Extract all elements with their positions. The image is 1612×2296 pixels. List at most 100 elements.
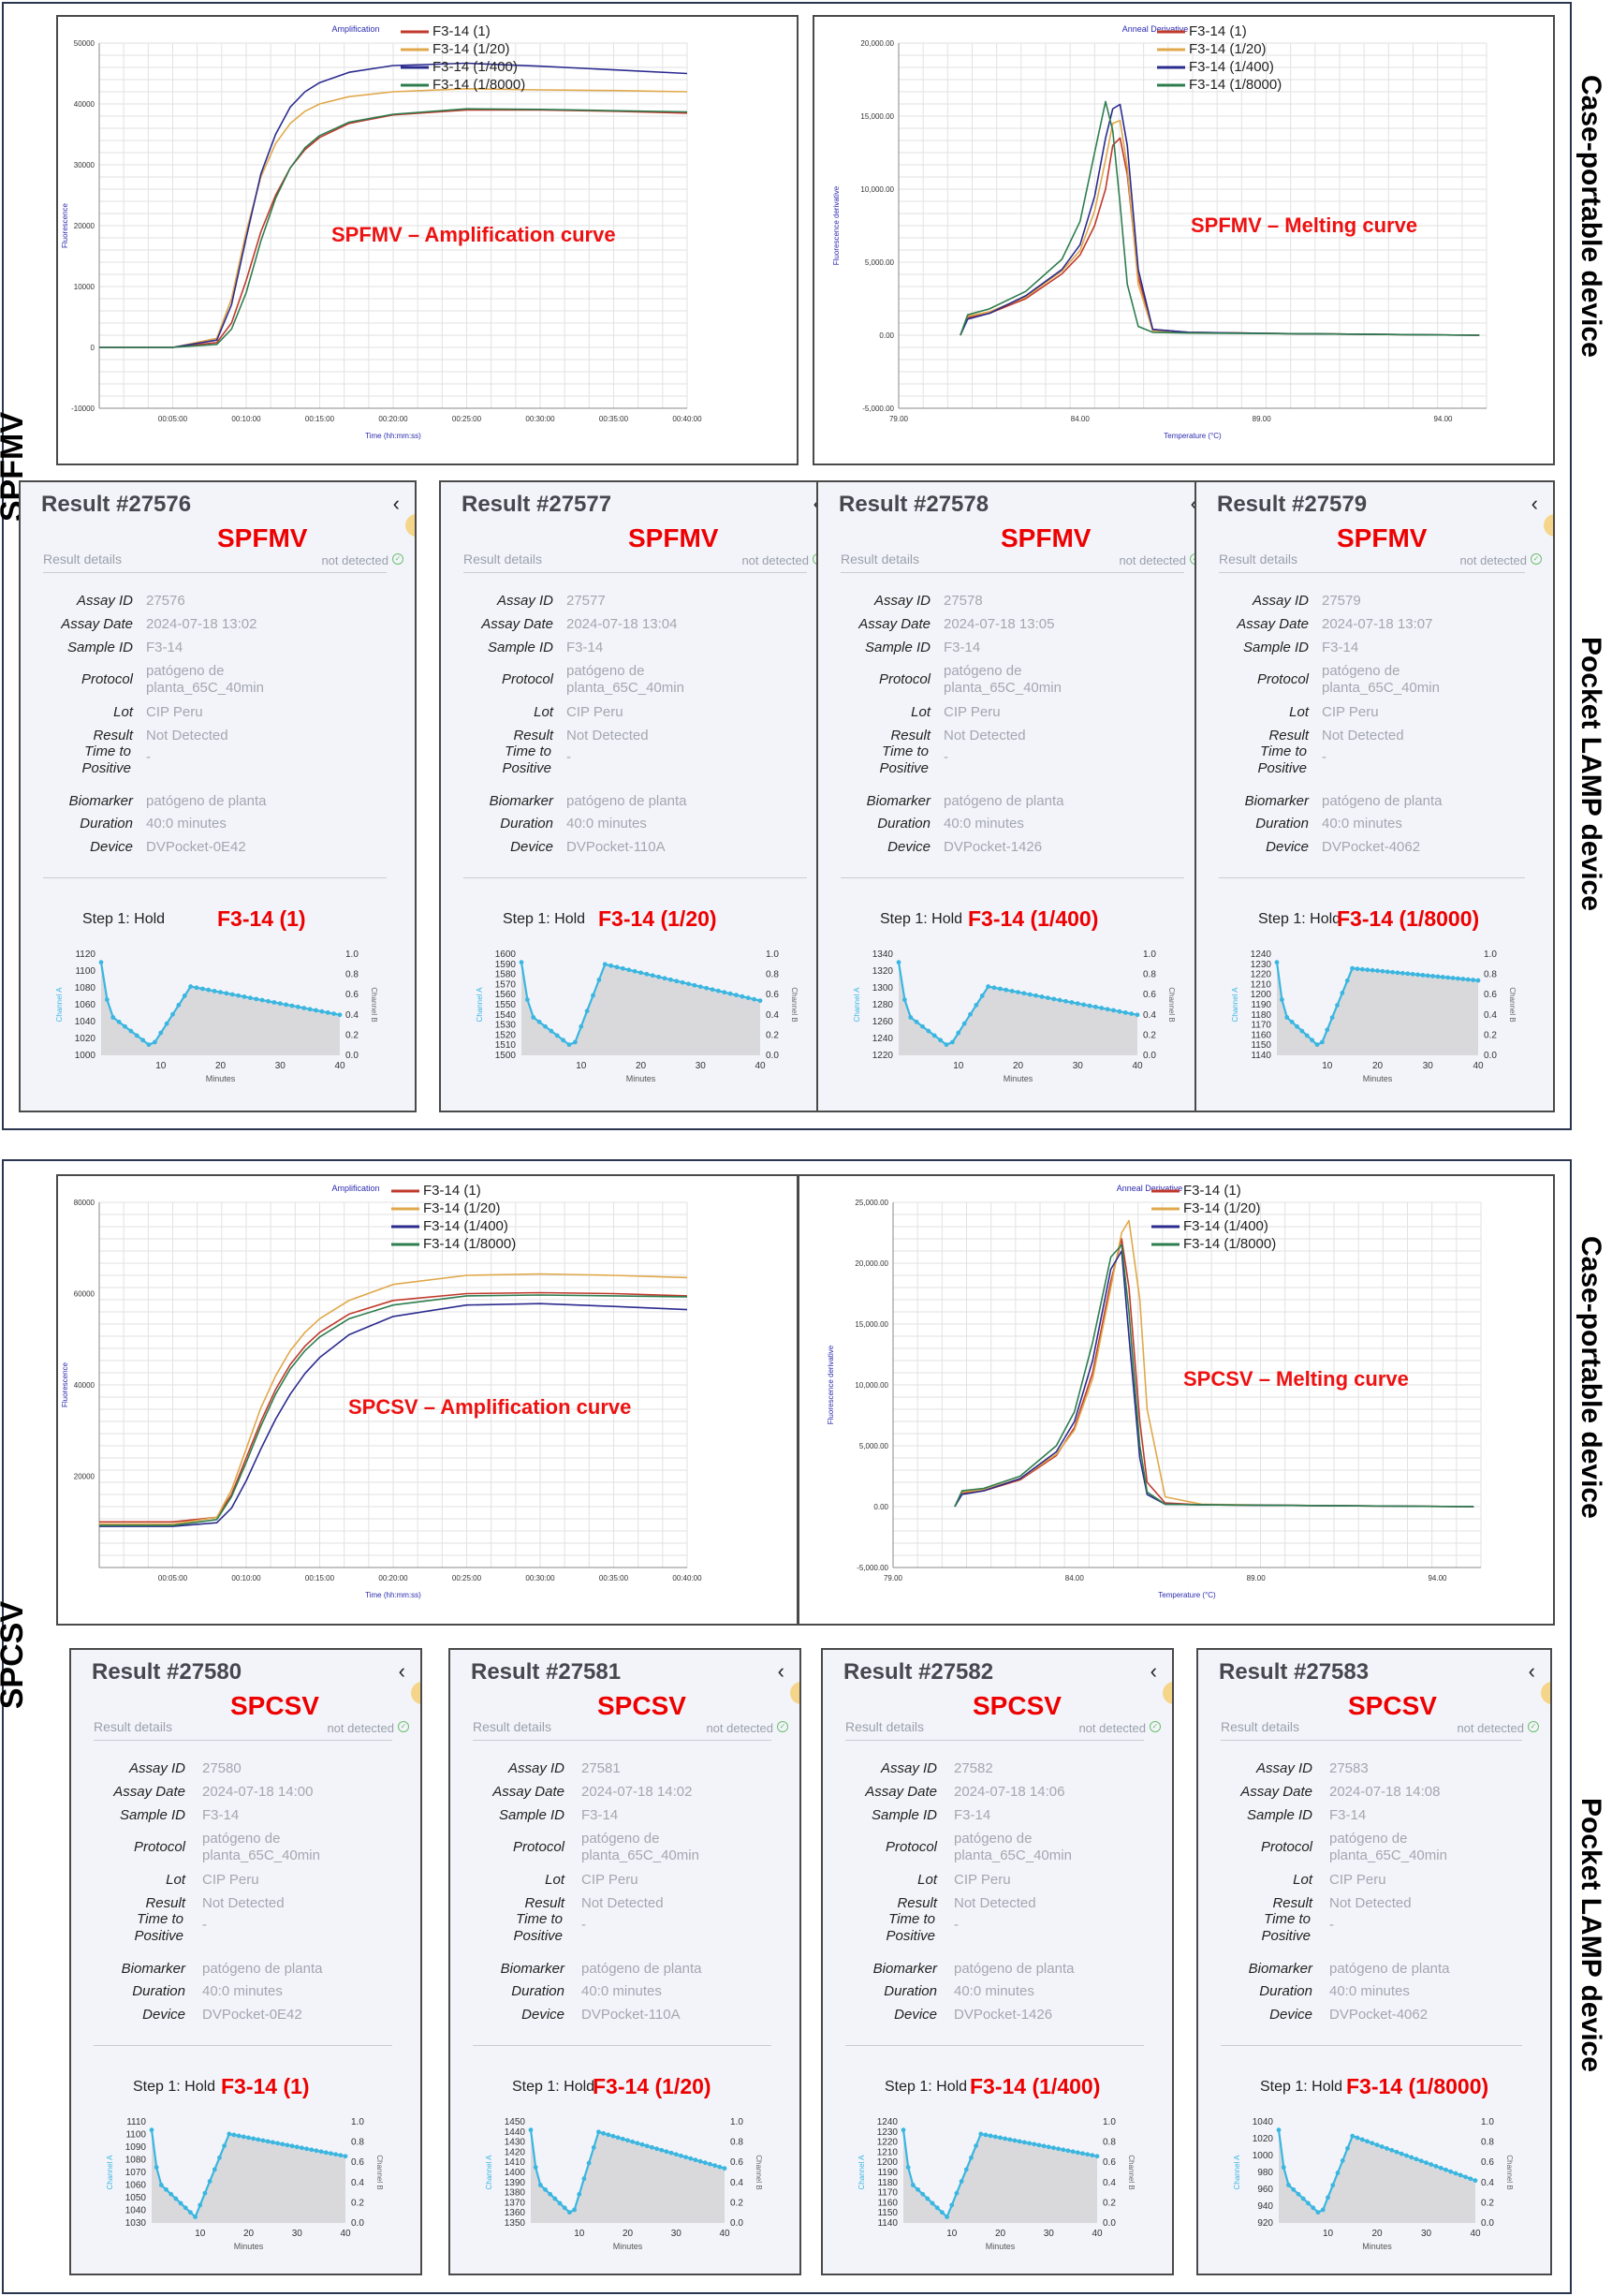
y-tick-label: 1080	[125, 2156, 147, 2166]
legend-label: F3-14 (1/8000)	[1189, 77, 1282, 93]
x-tick-label: 89.00	[1253, 415, 1272, 423]
detail-value-sample-id: F3-14	[944, 640, 981, 655]
back-chevron-icon[interactable]: ‹	[398, 1659, 405, 1683]
y-tick-label: 50000	[74, 39, 95, 48]
right-tick-label: 0.6	[1481, 2157, 1494, 2168]
detail-label-assay-date: Assay Date	[1240, 1784, 1312, 1800]
trace-point	[1069, 1000, 1075, 1005]
trace-point	[916, 2186, 920, 2192]
trace-point	[1276, 2127, 1282, 2133]
trace-point	[562, 2205, 567, 2211]
trace-point	[1395, 970, 1400, 976]
series-line-1	[99, 1291, 688, 1523]
y-tick-label: 1190	[1251, 1000, 1271, 1010]
y-tick-label: 1100	[75, 966, 95, 977]
detail-value-time-to-positive: -	[146, 749, 151, 765]
check-icon: ✓	[398, 1721, 409, 1732]
divider	[473, 1740, 771, 1741]
x-tick-label: 20	[215, 1061, 227, 1071]
right-tick-label: 0.8	[351, 2138, 364, 2148]
trace-point	[979, 993, 985, 998]
right-tick-label: 0.8	[1481, 2138, 1494, 2148]
trace-point	[1325, 1027, 1330, 1033]
step-label: Step 1: Hold	[133, 2079, 216, 2095]
trace-point	[1433, 2164, 1439, 2169]
channel-b-label: Channel B	[1508, 987, 1517, 1022]
y-tick-label: 1040	[1253, 2117, 1274, 2127]
y-tick-label: 960	[1257, 2185, 1273, 2195]
detail-value-time-to-positive: -	[581, 1917, 586, 1933]
trace-point	[259, 997, 265, 1003]
legend-label: F3-14 (1)	[1183, 1183, 1241, 1199]
detail-value-sample-id: F3-14	[566, 640, 604, 655]
right-tick-label: 0.4	[730, 2178, 743, 2188]
trace-point	[212, 2167, 217, 2172]
back-chevron-icon[interactable]: ‹	[777, 1659, 784, 1683]
status-dot	[1541, 1682, 1550, 1704]
detail-label-time-to-positive: Time to Positive	[513, 1911, 563, 1944]
back-chevron-icon[interactable]: ‹	[1150, 1659, 1157, 1683]
trace-point	[1311, 2205, 1316, 2211]
result-card: Result #27580 ‹ SPCSV Result details not det…	[69, 1648, 422, 2275]
trace-point	[280, 2141, 286, 2147]
y-tick-label: 1180	[877, 2178, 898, 2188]
channel-trace-chart: 1450144014301420141014001390138013701360…	[485, 2117, 763, 2251]
trace-point	[688, 2156, 694, 2161]
virus-label: SPCSV	[230, 1691, 319, 1720]
x-tick-label: 20	[243, 2229, 255, 2239]
back-chevron-icon[interactable]: ‹	[1191, 492, 1197, 516]
trace-point	[188, 2210, 193, 2215]
trace-point	[1061, 2147, 1066, 2153]
device-label-pocket-lamp-1: Pocket LAMP device	[1575, 637, 1606, 911]
right-tick-label: 0.2	[766, 1030, 779, 1040]
trace-point	[338, 2153, 344, 2158]
detail-label-assay-date: Assay Date	[113, 1784, 185, 1800]
trace-point	[992, 2134, 998, 2140]
trace-point	[1291, 2186, 1297, 2192]
detail-value-lot: CIP Peru	[146, 704, 203, 720]
result-details-label: Result details	[43, 552, 123, 567]
trace-point	[963, 2167, 969, 2172]
right-tick-label: 0.8	[1143, 970, 1156, 980]
x-tick-label: 30	[1421, 2229, 1432, 2239]
trace-point	[158, 1030, 164, 1036]
channel-b-area	[899, 962, 1137, 1055]
detail-label-time-to-positive: Time to Positive	[1257, 743, 1307, 776]
trace-point	[615, 2135, 621, 2141]
right-tick-label: 1.0	[351, 2117, 364, 2127]
y-tick-label: 1430	[505, 2138, 526, 2148]
trace-point	[173, 2196, 179, 2201]
trace-point	[236, 2133, 242, 2139]
back-chevron-icon[interactable]: ‹	[1531, 492, 1538, 515]
trace-point	[1012, 2138, 1018, 2143]
trace-point	[1340, 2158, 1345, 2163]
result-details-label: Result details	[1221, 1719, 1300, 1734]
result-details-label: Result details	[845, 1719, 925, 1734]
x-tick-label: 10	[576, 1061, 587, 1071]
back-chevron-icon[interactable]: ‹	[392, 492, 400, 515]
not-detected-status: not detected	[706, 1721, 773, 1735]
back-chevron-icon[interactable]: ‹	[1528, 1659, 1535, 1683]
trace-point	[1394, 2149, 1400, 2155]
trace-point	[314, 1008, 318, 1013]
trace-point	[1063, 998, 1068, 1004]
trace-point	[1041, 2143, 1047, 2149]
trace-point	[1021, 991, 1027, 996]
detail-value-biomarker: patógeno de planta	[1322, 793, 1443, 809]
trace-point	[1420, 972, 1426, 978]
not-detected-status: not detected	[1078, 1721, 1146, 1735]
trace-point	[178, 2200, 183, 2206]
detail-label-time-to-positive: Time to Positive	[879, 743, 929, 776]
y-tick-label: 1140	[1251, 1051, 1271, 1061]
x-tick-label: 10	[1323, 2229, 1334, 2239]
detail-label-protocol: Protocol	[512, 1839, 564, 1855]
y-tick-label: 1200	[877, 2157, 899, 2168]
not-detected-status: not detected	[741, 553, 809, 567]
trace-point	[968, 1011, 973, 1017]
x-tick-label: 40	[1092, 2229, 1103, 2239]
y-tick-label: 1450	[505, 2117, 526, 2127]
detail-value-biomarker: patógeno de planta	[581, 1961, 702, 1977]
device-label-case-portable-2: Case-portable device	[1575, 1236, 1606, 1519]
detail-value-time-to-positive: -	[954, 1917, 959, 1933]
x-tick-label: 20	[995, 2229, 1006, 2239]
